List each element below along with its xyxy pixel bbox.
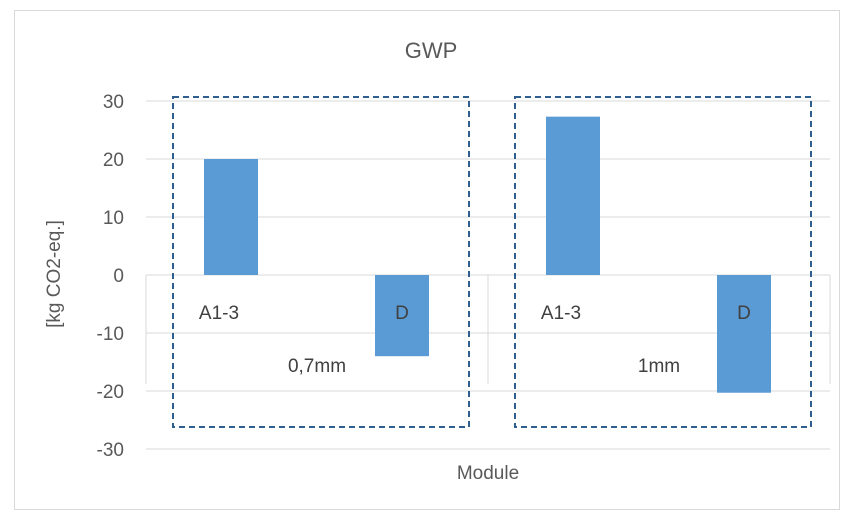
bar-label: D	[395, 303, 409, 324]
x-axis-title: Module	[457, 463, 519, 484]
group-boxes	[172, 96, 812, 428]
bar-2-2	[717, 275, 771, 393]
bar-labels: A1-3 D 0,7mm A1-3 D 1mm	[199, 303, 751, 377]
group-label: 1mm	[638, 356, 680, 377]
y-axis-title: [kg CO2-eq.]	[44, 220, 65, 328]
chart-title: GWP	[405, 38, 458, 63]
bar-1-2	[375, 275, 429, 357]
group-box	[172, 96, 470, 428]
gridlines	[146, 100, 830, 450]
y-tick-label: 0	[113, 266, 124, 287]
category-separators	[145, 275, 831, 384]
group-label: 0,7mm	[288, 356, 346, 377]
bar-2-1	[546, 116, 600, 275]
y-tick-labels: 30 20 10 0 -10 -20 -30	[97, 92, 124, 461]
y-tick-label: 30	[103, 92, 124, 113]
y-tick-label: 10	[103, 208, 124, 229]
y-tick-label: -10	[97, 324, 124, 345]
bar-label: A1-3	[541, 303, 581, 324]
bars	[204, 116, 771, 393]
group-box	[514, 96, 812, 428]
y-tick-label: -30	[97, 440, 124, 461]
bar-1-1	[204, 159, 258, 275]
y-tick-label: -20	[97, 382, 124, 403]
y-tick-label: 20	[103, 150, 124, 171]
bar-label: D	[737, 303, 751, 324]
bar-label: A1-3	[199, 303, 239, 324]
